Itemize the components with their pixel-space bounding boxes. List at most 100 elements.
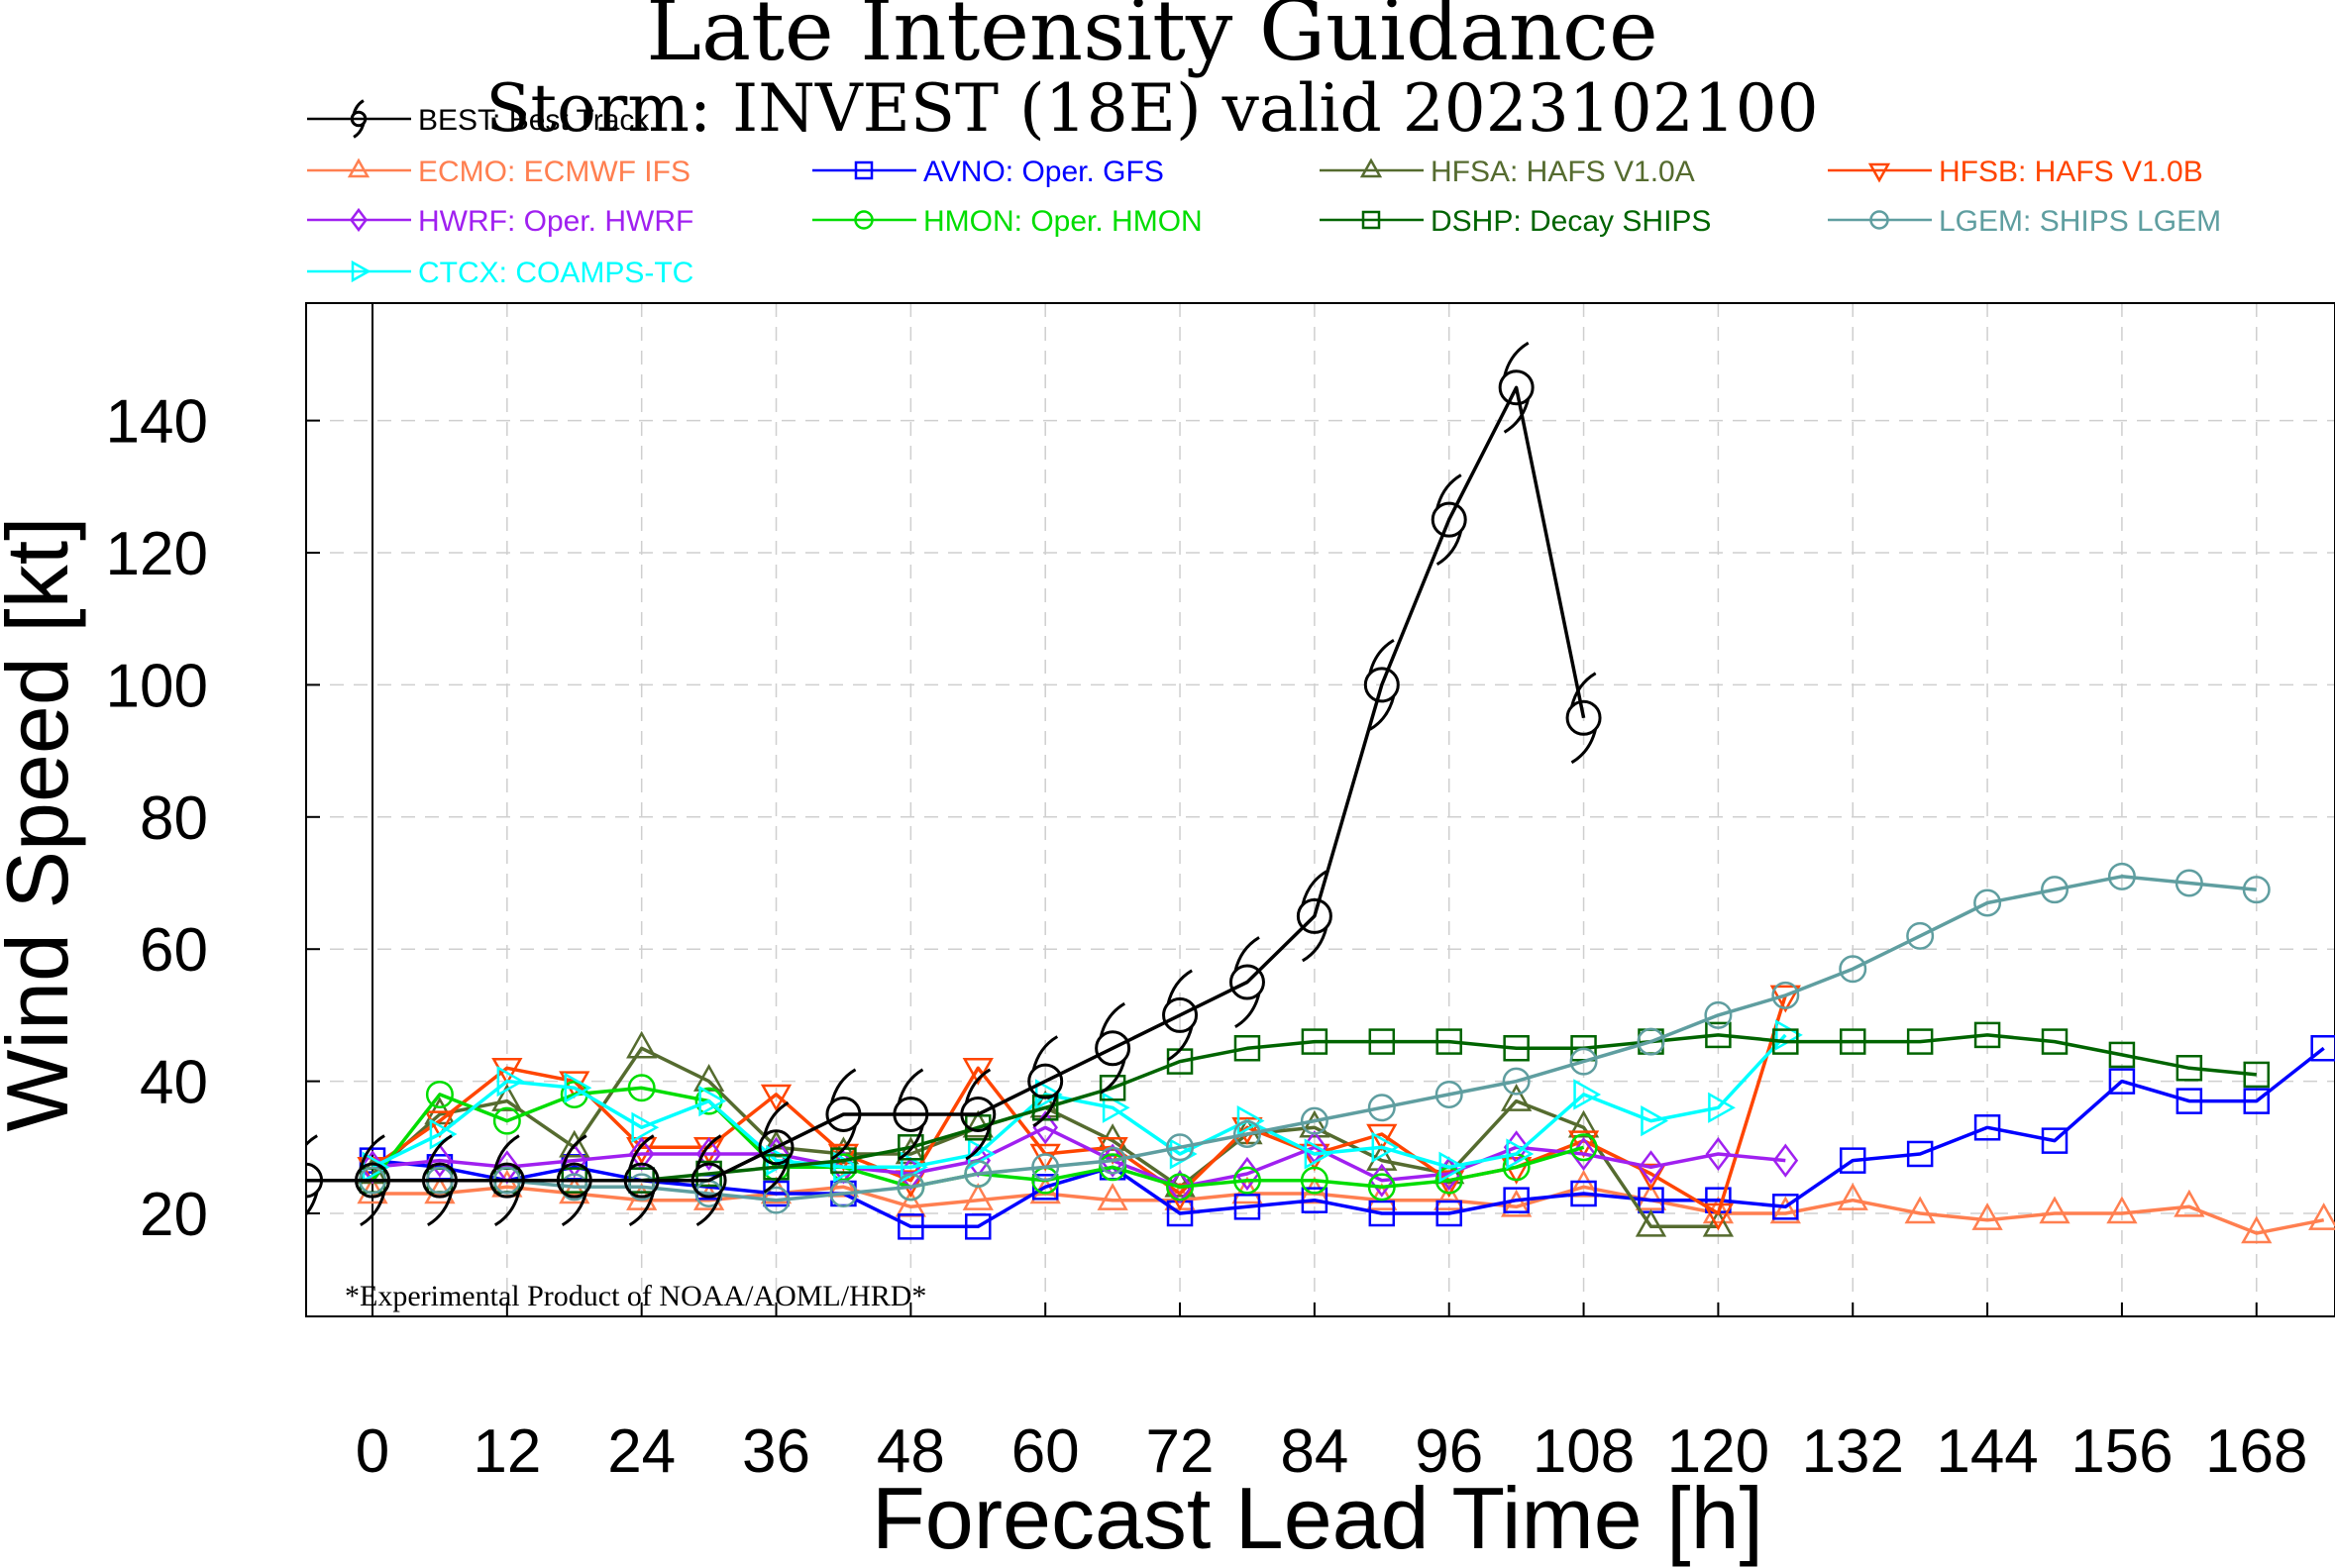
- data-point: [559, 1176, 590, 1204]
- data-point: [1366, 1143, 1398, 1171]
- data-point: [1236, 1104, 1265, 1137]
- data-point: [492, 1106, 521, 1135]
- grid: [306, 303, 2335, 1316]
- legend-item: AVNO: Oper. GFS: [812, 156, 1164, 188]
- data-point: [1708, 1092, 1736, 1123]
- y-tick-label: 140: [106, 388, 208, 457]
- data-point: [2308, 1202, 2335, 1230]
- legend-marker: [349, 207, 369, 233]
- data-point: [2241, 1215, 2273, 1244]
- data-point: [825, 1068, 862, 1161]
- data-point: [1635, 1208, 1667, 1237]
- legend-marker: [854, 160, 874, 180]
- legend-item: HFSA: HAFS V1.0A: [1320, 156, 1695, 188]
- data-point: [1573, 1079, 1602, 1110]
- legend-marker: [1359, 157, 1383, 178]
- y-tick-label: 80: [140, 784, 208, 853]
- data-point: [1366, 1123, 1398, 1152]
- data-point: [1095, 1001, 1131, 1095]
- data-point: [1772, 1194, 1799, 1220]
- y-tick-label: 60: [140, 916, 208, 985]
- legend-item: DSHP: Decay SHIPS: [1320, 205, 1711, 238]
- data-point: [962, 1183, 994, 1210]
- data-point: [1569, 1133, 1598, 1162]
- data-point: [631, 1111, 660, 1143]
- data-point: [1971, 1202, 2003, 1230]
- data-point: [1906, 1028, 1934, 1055]
- x-tick-label: 12: [473, 1417, 541, 1486]
- data-point: [898, 1134, 924, 1161]
- legend-marker: [1867, 162, 1891, 183]
- data-point: [1839, 1028, 1866, 1055]
- x-tick-label: 84: [1280, 1417, 1348, 1486]
- legend-label: AVNO: Oper. GFS: [923, 156, 1164, 188]
- data-point: [1904, 1196, 1936, 1224]
- data-point: [556, 1134, 592, 1227]
- x-tick-label: 168: [2205, 1417, 2307, 1486]
- data-point: [762, 1186, 791, 1214]
- legend-item: HMON: Oper. HMON: [812, 205, 1203, 238]
- data-point: [1228, 936, 1265, 1028]
- data-point: [1503, 1035, 1530, 1062]
- legend-label: HWRF: Oper. HWRF: [418, 205, 693, 238]
- data-point: [355, 1134, 390, 1227]
- data-point: [829, 1179, 858, 1207]
- data-point: [1567, 1109, 1600, 1138]
- data-point: [1434, 1080, 1463, 1108]
- legend-marker: [1869, 210, 1889, 230]
- legend-item: ECMO: ECMWF IFS: [307, 156, 690, 188]
- x-tick-label: 24: [607, 1417, 676, 1486]
- footnote: *Experimental Product of NOAA/AOML/HRD*: [345, 1280, 926, 1312]
- data-point: [1433, 1183, 1465, 1210]
- legend-item: LGEM: SHIPS LGEM: [1828, 205, 2221, 238]
- legend-label: DSHP: Decay SHIPS: [1431, 205, 1711, 238]
- data-point: [1973, 1114, 2001, 1141]
- series-line: [371, 1033, 1787, 1170]
- data-point: [1772, 1143, 1799, 1178]
- data-point: [2041, 876, 2069, 904]
- data-point: [898, 1213, 924, 1240]
- series-line: [371, 1125, 1786, 1190]
- data-point: [424, 1110, 456, 1139]
- data-point: [1705, 1021, 1732, 1049]
- legend-item: CTCX: COAMPS-TC: [307, 257, 693, 289]
- series-line: [372, 1185, 2325, 1235]
- data-point: [692, 1064, 725, 1092]
- data-point: [2041, 1028, 2069, 1055]
- series-layer: [306, 341, 2335, 1244]
- data-point: [1635, 1183, 1667, 1210]
- data-point: [1167, 1170, 1193, 1204]
- data-point: [2041, 1127, 2069, 1154]
- plot-frame: [305, 302, 2335, 1317]
- series-line: [372, 1033, 2257, 1183]
- data-point: [1099, 1153, 1127, 1182]
- x-tick-label: 96: [1415, 1417, 1483, 1486]
- data-point: [488, 1134, 525, 1227]
- data-point: [1368, 1200, 1396, 1227]
- y-axis-label: Wind Speed [kt]: [0, 516, 86, 1131]
- legend-item: HFSB: HAFS V1.0B: [1828, 156, 2203, 188]
- data-point: [962, 1058, 994, 1086]
- data-point: [758, 1100, 795, 1194]
- data-point: [1232, 1166, 1261, 1195]
- x-tick-label: 108: [1533, 1417, 1635, 1486]
- data-point: [421, 1134, 458, 1227]
- data-point: [1367, 1094, 1396, 1122]
- chart-subtitle: Storm: INVEST (18E) valid 2023102100: [485, 70, 1818, 147]
- series-line: [371, 994, 1787, 1215]
- legend-marker: [854, 210, 874, 230]
- x-axis: 0 12 24 36 48 60 72 84 96 108 120 132 144 156 168: [356, 1303, 2307, 1486]
- data-point: [1772, 1028, 1799, 1055]
- data-point: [1299, 1109, 1330, 1138]
- data-point: [2242, 876, 2271, 904]
- data-point: [1231, 1117, 1263, 1145]
- legend-item: HWRF: Oper. HWRF: [307, 205, 693, 238]
- series-best: [306, 341, 1602, 1227]
- data-point: [1301, 1028, 1328, 1055]
- x-tick-label: 156: [2070, 1417, 2173, 1486]
- data-point: [1638, 1150, 1664, 1185]
- data-point: [1031, 1095, 1059, 1121]
- legend: BEST: Best Track ECMO: ECMWF IFS AVNO: Ope…: [307, 99, 2221, 289]
- data-point: [960, 1068, 997, 1161]
- data-point: [2176, 1055, 2203, 1082]
